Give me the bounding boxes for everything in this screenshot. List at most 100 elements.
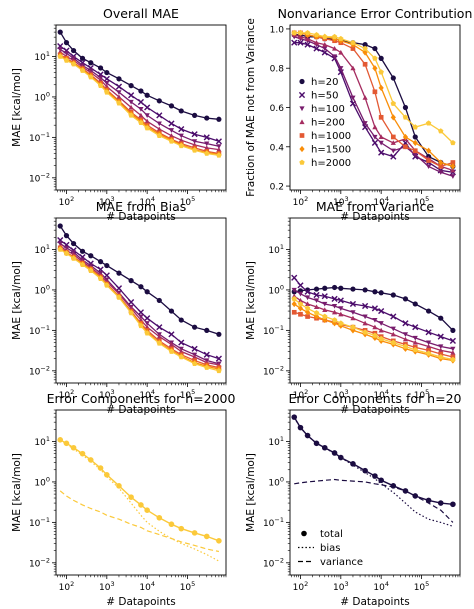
data-point bbox=[372, 289, 378, 295]
data-point bbox=[156, 98, 162, 104]
series-bias bbox=[59, 440, 220, 562]
data-point bbox=[97, 82, 104, 88]
data-point bbox=[178, 317, 184, 323]
plot-area bbox=[291, 414, 456, 527]
data-point bbox=[331, 317, 338, 323]
data-point bbox=[138, 88, 144, 94]
data-point bbox=[70, 240, 77, 247]
x-tick-label: 103 bbox=[333, 580, 349, 593]
data-point bbox=[304, 301, 311, 307]
data-point bbox=[390, 292, 396, 298]
data-point bbox=[203, 533, 210, 540]
x-tick-label: 104 bbox=[139, 388, 155, 401]
data-point bbox=[204, 115, 210, 121]
legend-label: bias bbox=[320, 543, 340, 554]
data-point bbox=[362, 302, 369, 310]
data-point bbox=[337, 297, 344, 304]
data-point bbox=[313, 304, 320, 310]
data-point bbox=[378, 55, 384, 61]
plot-frame bbox=[289, 217, 461, 384]
data-point bbox=[450, 160, 456, 165]
data-point bbox=[338, 454, 344, 461]
data-point bbox=[372, 65, 378, 72]
data-point bbox=[204, 327, 210, 333]
data-point bbox=[104, 262, 110, 269]
data-point bbox=[63, 40, 70, 46]
panel-title: MAE from Bias bbox=[96, 199, 187, 214]
data-point bbox=[156, 334, 162, 339]
legend-label: h=200 bbox=[311, 118, 345, 129]
data-point bbox=[128, 104, 134, 110]
data-point bbox=[412, 139, 418, 146]
data-point bbox=[402, 133, 409, 141]
x-axis: 102 103 104 105 bbox=[291, 383, 461, 401]
data-point bbox=[97, 275, 104, 281]
series-line bbox=[59, 440, 220, 562]
series-h-50 bbox=[57, 237, 222, 362]
data-point bbox=[438, 159, 444, 166]
y-tick-label: 0.8 bbox=[270, 65, 285, 75]
y-tick-label: 0.4 bbox=[270, 143, 285, 153]
data-point bbox=[362, 314, 368, 320]
series-bias bbox=[293, 417, 454, 527]
y-tick-label: 10−1 bbox=[263, 324, 284, 337]
y-tick-label: 1.0 bbox=[270, 25, 285, 35]
y-tick-label: 10−2 bbox=[263, 556, 284, 569]
data-point bbox=[378, 477, 384, 484]
data-point bbox=[104, 282, 110, 288]
data-point bbox=[128, 494, 134, 500]
data-point bbox=[57, 53, 63, 59]
data-point bbox=[97, 465, 104, 471]
y-tick-label: 10−1 bbox=[29, 131, 50, 144]
data-point bbox=[144, 321, 150, 326]
data-point bbox=[297, 282, 304, 289]
data-point bbox=[331, 33, 338, 40]
data-point bbox=[156, 297, 162, 304]
data-point bbox=[168, 521, 175, 528]
data-point bbox=[87, 457, 94, 463]
data-point bbox=[362, 121, 368, 126]
data-point bbox=[138, 119, 144, 126]
data-point bbox=[305, 314, 310, 319]
data-point bbox=[390, 134, 396, 140]
data-point bbox=[438, 128, 444, 134]
data-point bbox=[322, 33, 328, 40]
legend-label: h=1000 bbox=[311, 131, 351, 142]
data-point bbox=[70, 47, 77, 54]
data-point bbox=[321, 293, 328, 300]
data-point bbox=[304, 295, 311, 301]
data-point bbox=[291, 274, 298, 281]
data-point bbox=[178, 133, 184, 139]
data-point bbox=[350, 324, 356, 330]
data-point bbox=[304, 432, 311, 439]
data-point bbox=[128, 278, 134, 284]
data-point bbox=[144, 118, 150, 124]
y-tick-label: 0.2 bbox=[270, 183, 284, 193]
data-point bbox=[378, 69, 384, 75]
data-point bbox=[204, 141, 210, 147]
data-point bbox=[438, 170, 444, 175]
data-point bbox=[402, 320, 409, 327]
data-point bbox=[191, 345, 198, 352]
y-tick-label: 10−1 bbox=[29, 516, 50, 529]
data-point bbox=[390, 339, 397, 345]
data-point bbox=[350, 65, 356, 71]
data-point bbox=[156, 514, 163, 521]
series-h-100 bbox=[291, 287, 456, 352]
data-point bbox=[402, 332, 409, 337]
legend-label: total bbox=[320, 529, 343, 540]
x-tick-label: 104 bbox=[373, 195, 389, 208]
data-point bbox=[450, 356, 456, 362]
data-point bbox=[450, 163, 456, 170]
x-tick-label: 104 bbox=[139, 580, 155, 593]
series-h-20 bbox=[57, 29, 222, 122]
x-tick-label: 103 bbox=[99, 580, 115, 593]
data-point bbox=[63, 51, 70, 56]
series-h-2000 bbox=[291, 30, 456, 146]
data-point bbox=[390, 148, 396, 154]
data-point bbox=[216, 367, 222, 374]
legend-label: variance bbox=[320, 557, 363, 568]
series-line bbox=[59, 31, 219, 120]
data-point bbox=[168, 128, 175, 133]
